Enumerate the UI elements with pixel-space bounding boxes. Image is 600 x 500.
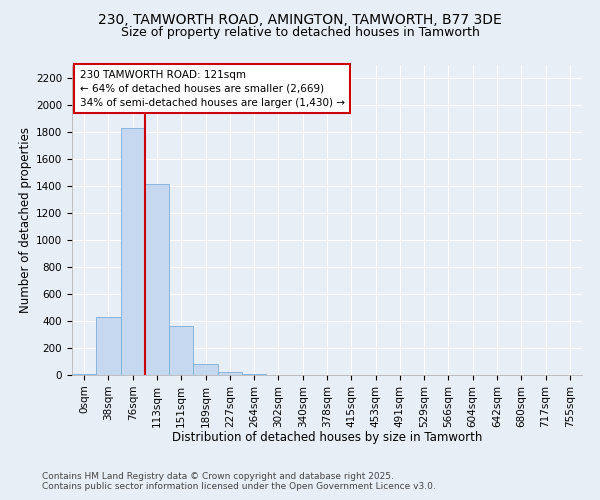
Bar <box>72 374 96 375</box>
Y-axis label: Number of detached properties: Number of detached properties <box>19 127 32 313</box>
Text: 230 TAMWORTH ROAD: 121sqm
← 64% of detached houses are smaller (2,669)
34% of se: 230 TAMWORTH ROAD: 121sqm ← 64% of detac… <box>80 70 344 108</box>
Text: Contains public sector information licensed under the Open Government Licence v3: Contains public sector information licen… <box>42 482 436 491</box>
Bar <box>193 364 218 375</box>
Bar <box>145 184 169 375</box>
Text: Contains HM Land Registry data © Crown copyright and database right 2025.: Contains HM Land Registry data © Crown c… <box>42 472 394 481</box>
Bar <box>218 372 242 375</box>
Bar <box>169 326 193 375</box>
Bar <box>242 374 266 375</box>
Bar <box>96 317 121 375</box>
X-axis label: Distribution of detached houses by size in Tamworth: Distribution of detached houses by size … <box>172 431 482 444</box>
Bar <box>121 128 145 375</box>
Text: Size of property relative to detached houses in Tamworth: Size of property relative to detached ho… <box>121 26 479 39</box>
Text: 230, TAMWORTH ROAD, AMINGTON, TAMWORTH, B77 3DE: 230, TAMWORTH ROAD, AMINGTON, TAMWORTH, … <box>98 12 502 26</box>
